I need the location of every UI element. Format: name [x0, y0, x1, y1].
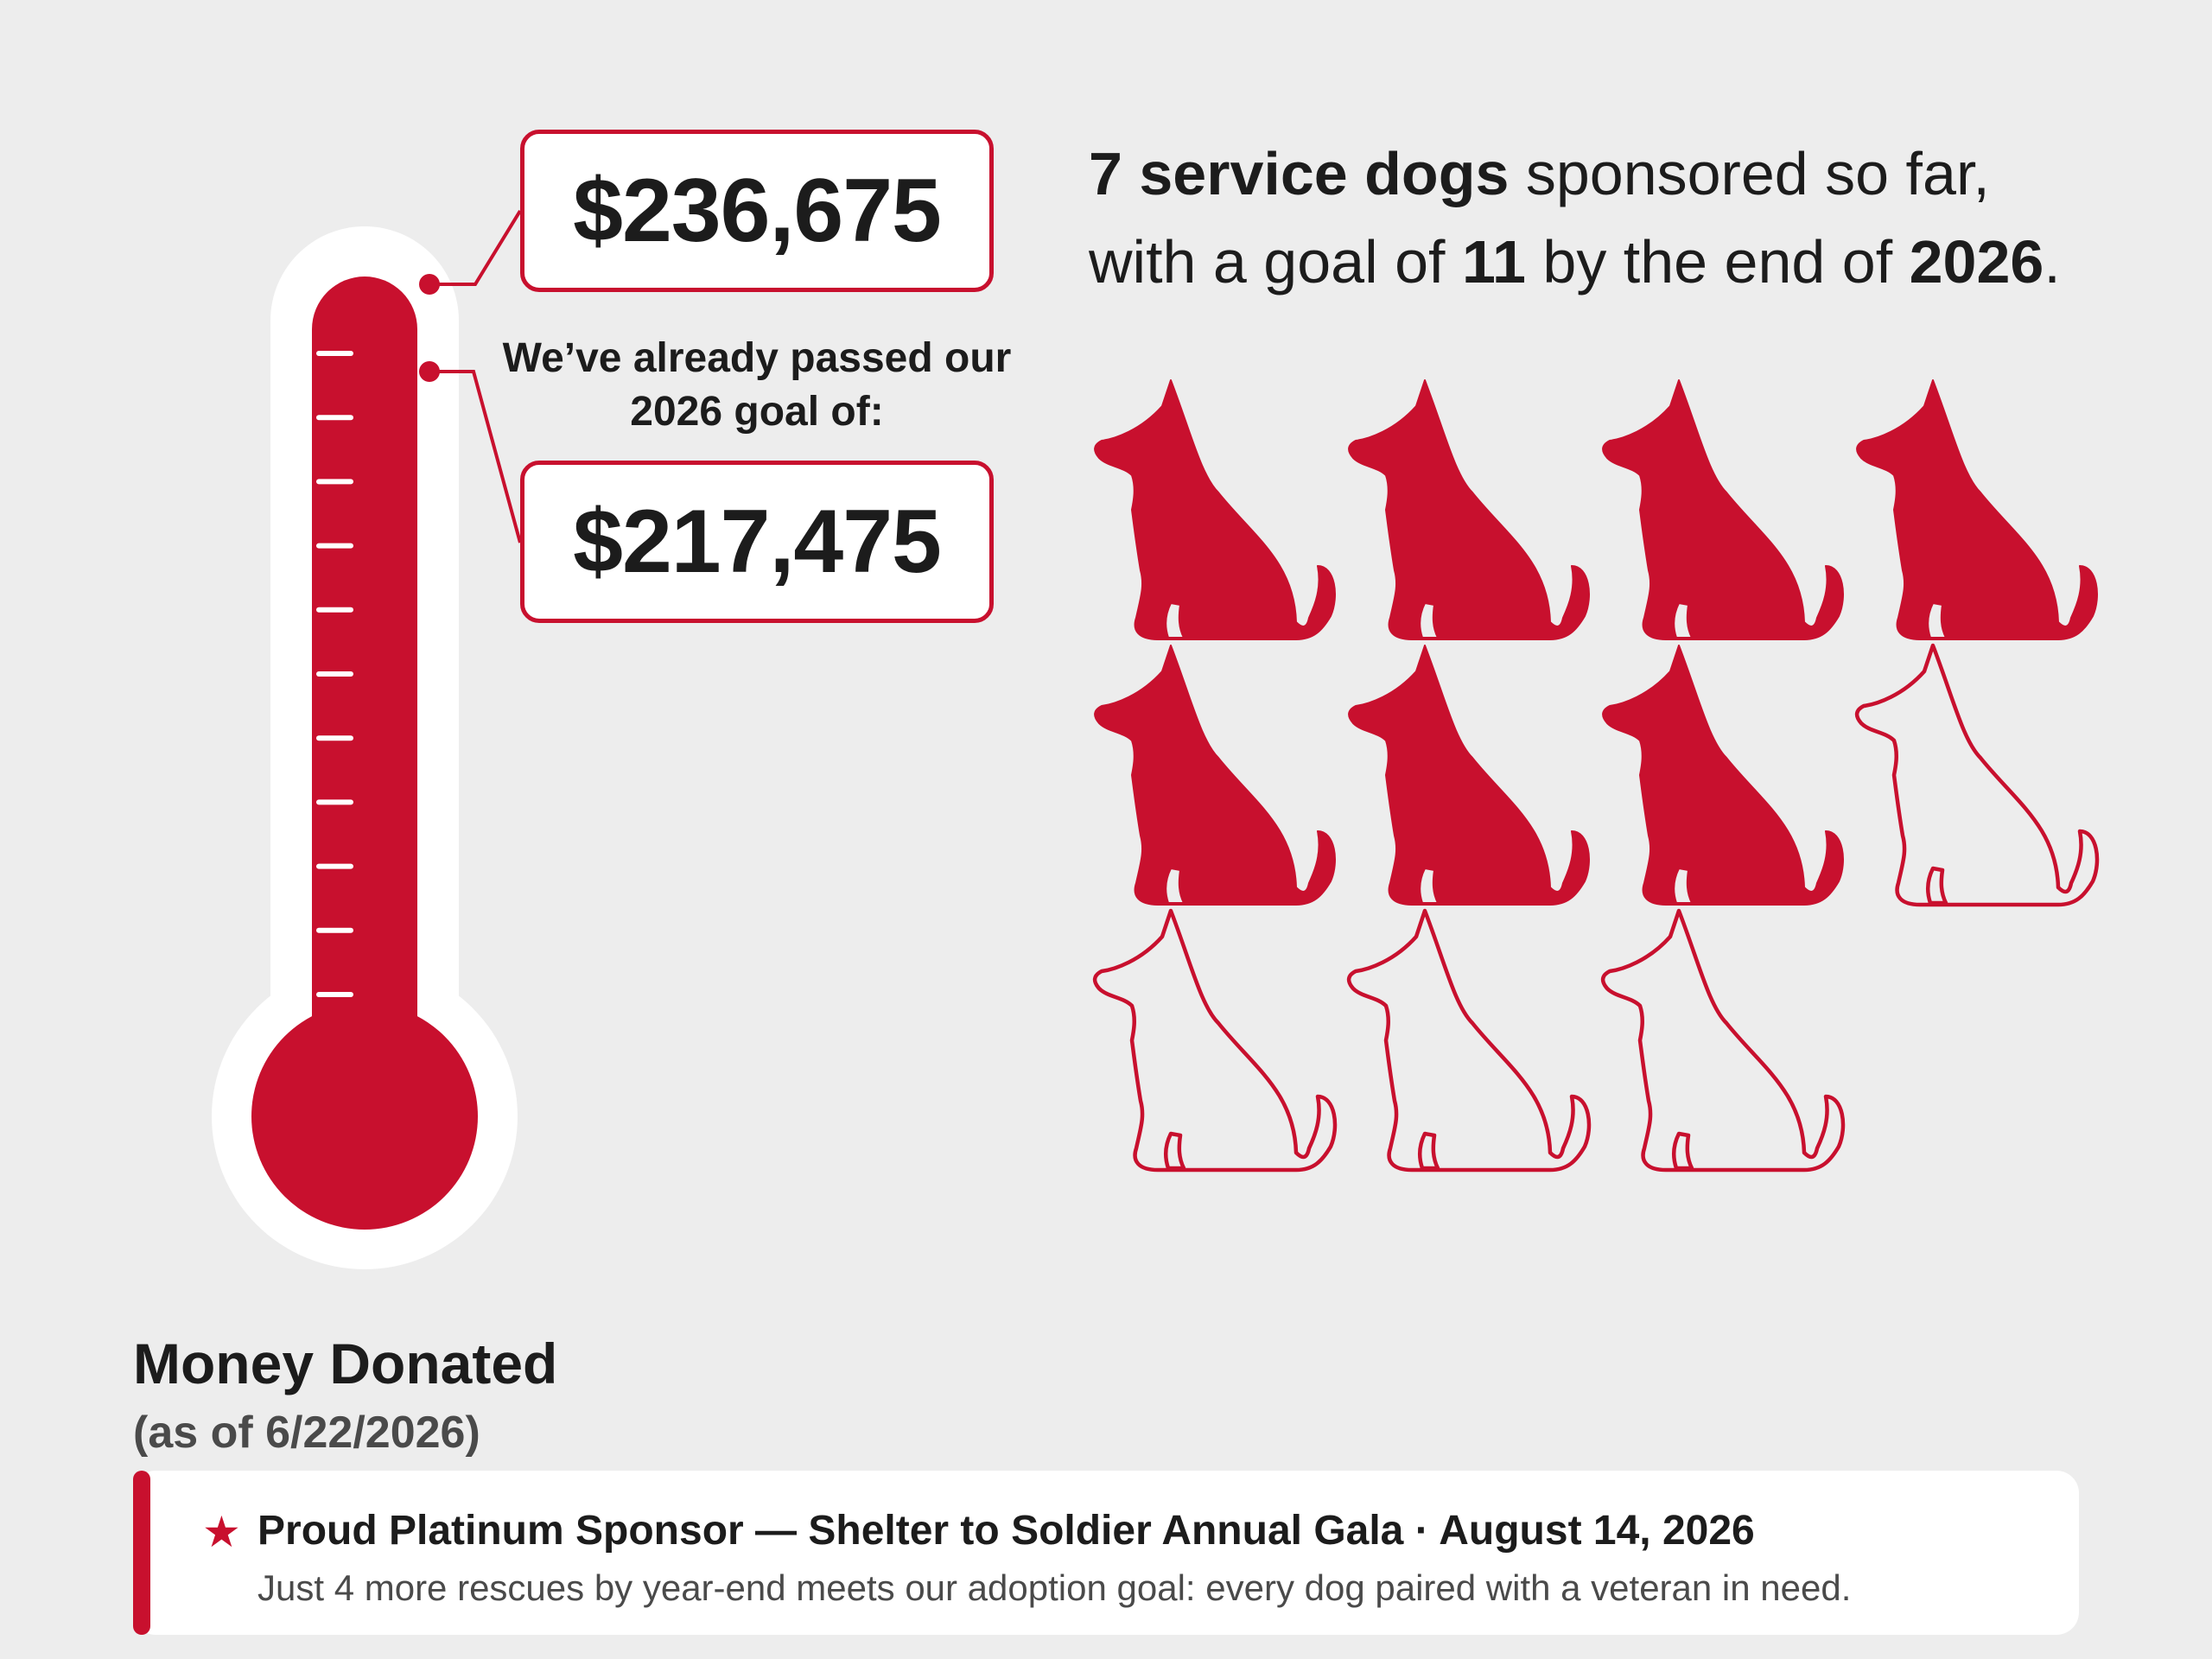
dog-shape: [1094, 379, 1336, 640]
dog-shape: [1602, 379, 1844, 640]
goal-year: 2026: [1909, 228, 2044, 296]
thermometer-bulb: [251, 1003, 478, 1230]
dog-shape: [1346, 908, 1592, 1173]
goal-intro-text: We’ve already passed our 2026 goal of:: [502, 335, 1012, 435]
dog-icon-sponsored: [1348, 379, 1590, 640]
dog-icon-remaining: [1600, 908, 1846, 1173]
goal-leader-line: [429, 370, 522, 543]
dog-icon-sponsored: [1602, 645, 1844, 906]
dog-icon-sponsored: [1094, 379, 1336, 640]
amount-raised-box: $236,675: [520, 130, 994, 292]
dog-shape: [1348, 379, 1590, 640]
dog-shape: [1348, 645, 1590, 906]
dog-shape: [1856, 379, 2098, 640]
dog-icon-remaining: [1092, 908, 1338, 1173]
dog-shape: [1854, 643, 2100, 907]
headline-text-b: with a goal of: [1089, 228, 1462, 296]
thermometer-chart: [212, 209, 522, 1269]
dog-icon-sponsored: [1602, 379, 1844, 640]
raised-leader-line: [429, 209, 522, 286]
dog-icon-sponsored: [1856, 379, 2098, 640]
headline-text-c: by the end of: [1525, 228, 1910, 296]
dog-icon-sponsored: [1094, 645, 1336, 906]
money-donated-title: Money Donated: [133, 1332, 558, 1395]
goal-amount: $217,475: [573, 491, 942, 592]
money-donated-date: (as of 6/22/2026): [133, 1408, 480, 1458]
dogs-headline: 7 service dogs sponsored so far, with a …: [1089, 130, 2195, 306]
headline-text-a: sponsored so far,: [1509, 140, 1990, 207]
sponsor-banner: ★ Proud Platinum Sponsor — Shelter to So…: [133, 1471, 2079, 1635]
dog-icon-remaining: [1854, 643, 2100, 907]
dogs-goal: 11: [1461, 228, 1526, 296]
dog-shape: [1602, 645, 1844, 906]
dogs-count: 7 service dogs: [1089, 140, 1510, 207]
goal-amount-box: $217,475: [520, 461, 994, 623]
star-icon: ★: [202, 1508, 241, 1556]
dog-icon-sponsored: [1348, 645, 1590, 906]
dog-icon-remaining: [1346, 908, 1592, 1173]
banner-title: Proud Platinum Sponsor — Shelter to Sold…: [257, 1508, 1755, 1554]
thermometer-fill: [312, 276, 417, 1037]
headline-text-d: .: [2044, 228, 2061, 296]
dog-shape: [1094, 645, 1336, 906]
dog-shape: [1092, 908, 1338, 1173]
banner-subtitle: Just 4 more rescues by year-end meets ou…: [257, 1567, 1852, 1608]
amount-raised: $236,675: [573, 160, 942, 261]
banner-accent-bar: [133, 1471, 150, 1635]
dog-shape: [1600, 908, 1846, 1173]
dog-pictogram: [1092, 379, 2100, 1173]
